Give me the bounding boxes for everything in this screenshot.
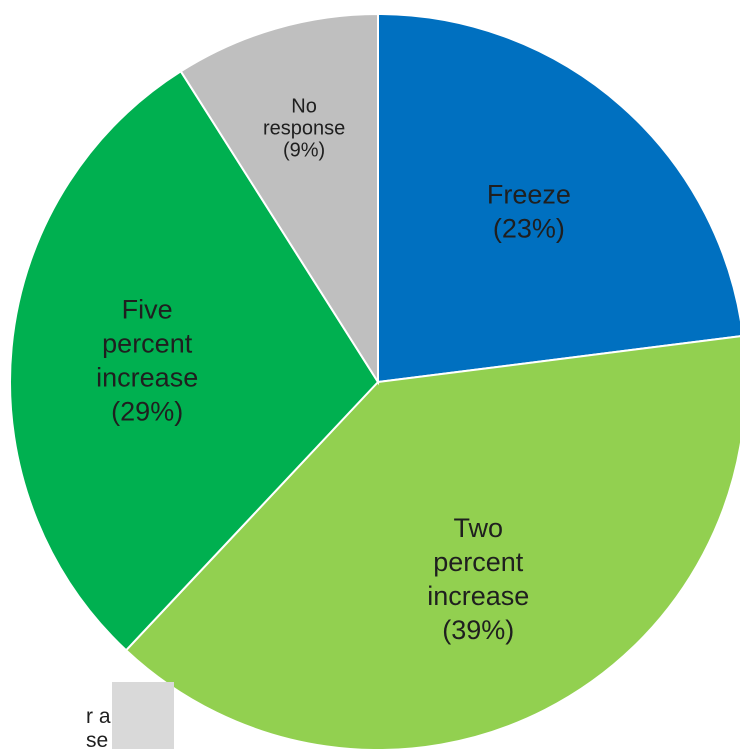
- slice-label-freeze: Freeze (23%): [487, 179, 571, 243]
- pie-slice-no-response: [179, 12, 379, 386]
- slice-label-five-percent-increase: Five percent increase (29%): [96, 295, 198, 427]
- pie-slice-freeze: [377, 12, 740, 384]
- partial-note-text: r a se: [86, 705, 111, 752]
- pie-slice-five-percent-increase: [9, 69, 380, 652]
- partial-note-box: [112, 682, 174, 749]
- slice-label-no-response: No response (9%): [263, 96, 345, 162]
- pie-slice-two-percent-increase: [124, 335, 740, 749]
- slice-label-two-percent-increase: Two percent increase (39%): [427, 513, 529, 645]
